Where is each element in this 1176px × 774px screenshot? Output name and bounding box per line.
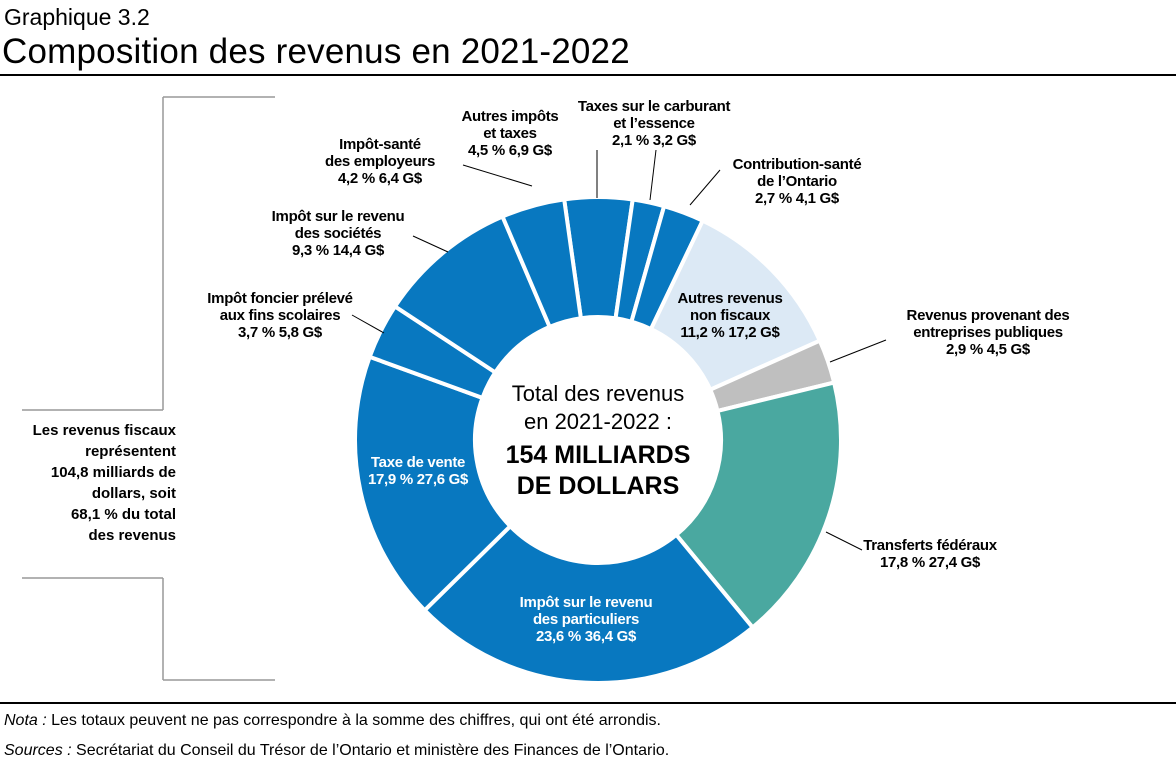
slice-label-name: Taxe de vente bbox=[370, 454, 466, 471]
slice-label-value: 17,8 % 27,4 G$ bbox=[879, 554, 981, 571]
chart-number: Graphique 3.2 bbox=[4, 4, 150, 30]
leader-line bbox=[825, 531, 863, 551]
title-divider bbox=[0, 74, 1176, 76]
slice-label-name: Impôt foncier prélevé bbox=[207, 290, 353, 307]
sources: Sources : Secrétariat du Conseil du Trés… bbox=[4, 742, 669, 760]
slice-label-name: des sociétés bbox=[294, 225, 382, 242]
center-total: Total des revenus en 2021-2022 : 154 MIL… bbox=[478, 380, 718, 502]
leader-line bbox=[689, 169, 721, 206]
slice-label-value: 9,3 % 14,4 G$ bbox=[291, 242, 384, 259]
center-line-2: en 2021-2022 : bbox=[523, 409, 673, 434]
slice-label-value: 4,5 % 6,9 G$ bbox=[468, 142, 552, 159]
donut-slice bbox=[499, 197, 584, 330]
slice-label-value: 4,2 % 6,4 G$ bbox=[338, 170, 422, 187]
sources-text: Secrétariat du Conseil du Trésor de l’On… bbox=[71, 742, 670, 759]
bracket-line: dollars, soit bbox=[91, 485, 176, 502]
slice-label-name: des employeurs bbox=[324, 153, 436, 170]
slice-label-name: Contribution-santé bbox=[732, 156, 862, 173]
slice-label-name: non fiscaux bbox=[689, 307, 771, 324]
leader-line bbox=[412, 235, 449, 253]
slice-label-value: 23,6 % 36,4 G$ bbox=[535, 628, 637, 645]
slice-label-value: 2,9 % 4,5 G$ bbox=[946, 341, 1030, 358]
slice-label: Impôt sur le revenu des particuliers 23,6 … bbox=[520, 594, 653, 645]
slice-label: Contribution-santé de l’Ontario 2,7 % 4,1 … bbox=[733, 156, 862, 207]
leader-line bbox=[829, 339, 887, 363]
slice-label-name: entreprises publiques bbox=[913, 324, 1063, 341]
slice-label-name: aux fins scolaires bbox=[219, 307, 341, 324]
slice-label: Taxes sur le carburant et l’essence 2,1 % … bbox=[577, 98, 731, 149]
chart-title: Composition des revenus en 2021-2022 bbox=[2, 32, 630, 71]
slice-label: Impôt foncier prélevé aux fins scolaires 3… bbox=[207, 290, 353, 341]
slice-label-name: Impôt-santé bbox=[339, 136, 421, 153]
bracket-line: 68,1 % du total bbox=[70, 506, 176, 523]
leader-line bbox=[351, 314, 385, 334]
sources-label: Sources : bbox=[4, 742, 72, 759]
slice-label: Impôt-santé des employeurs 4,2 % 6,4 G$ bbox=[325, 136, 435, 187]
center-line-3: 154 MILLIARDS bbox=[505, 441, 691, 469]
footer-divider bbox=[0, 702, 1176, 704]
bracket-line: représentent bbox=[85, 443, 176, 460]
slice-label-name: Autres revenus bbox=[677, 290, 783, 307]
center-line-1: Total des revenus bbox=[511, 381, 685, 406]
slice-label: Impôt sur le revenu des sociétés 9,3 % 14,… bbox=[272, 208, 405, 259]
bracket-line: 104,8 milliards de bbox=[50, 464, 176, 481]
slice-label: Taxe de vente 17,9 % 27,6 G$ bbox=[368, 454, 468, 488]
donut-slice bbox=[673, 380, 843, 631]
fiscal-bracket-text: Les revenus fiscaux représentent 104,8 m… bbox=[4, 420, 176, 546]
slice-label-value: 11,2 % 17,2 G$ bbox=[680, 324, 780, 341]
slice-label: Revenus provenant des entreprises publiqu… bbox=[907, 307, 1070, 358]
donut-slice bbox=[421, 523, 756, 685]
slice-label-name: de l’Ontario bbox=[757, 173, 837, 190]
note-text: Les totaux peuvent ne pas correspondre à… bbox=[46, 712, 661, 729]
slice-label-value: 3,7 % 5,8 G$ bbox=[238, 324, 322, 341]
bracket-line: des revenus bbox=[88, 527, 176, 544]
leader-line bbox=[462, 164, 533, 187]
slice-label-name: Revenus provenant des bbox=[906, 307, 1070, 324]
donut-slice bbox=[353, 354, 514, 614]
slice-label-name: Autres impôts bbox=[461, 108, 559, 125]
slice-label-value: 2,7 % 4,1 G$ bbox=[755, 190, 839, 207]
slice-label-name: Impôt sur le revenu bbox=[271, 208, 405, 225]
slice-label: Transferts fédéraux 17,8 % 27,4 G$ bbox=[863, 537, 997, 571]
slice-label-name: et l’essence bbox=[613, 115, 695, 132]
slice-label-name: et taxes bbox=[483, 125, 537, 142]
note: Nota : Les totaux peuvent ne pas corresp… bbox=[4, 712, 661, 730]
slice-label: Autres impôts et taxes 4,5 % 6,9 G$ bbox=[462, 108, 559, 159]
slice-label-value: 17,9 % 27,6 G$ bbox=[367, 471, 469, 488]
slice-label-name: Taxes sur le carburant bbox=[577, 98, 731, 115]
slice-label-value: 2,1 % 3,2 G$ bbox=[612, 132, 696, 149]
slice-label-name: des particuliers bbox=[532, 611, 640, 628]
slice-label-name: Impôt sur le revenu bbox=[519, 594, 653, 611]
bracket-line: Les revenus fiscaux bbox=[32, 422, 176, 439]
leader-line bbox=[649, 149, 657, 201]
slice-label-name: Transferts fédéraux bbox=[863, 537, 997, 554]
note-label: Nota : bbox=[4, 712, 47, 729]
slice-label: Autres revenus non fiscaux 11,2 % 17,2 G$ bbox=[677, 290, 782, 341]
center-line-4: DE DOLLARS bbox=[516, 472, 680, 500]
